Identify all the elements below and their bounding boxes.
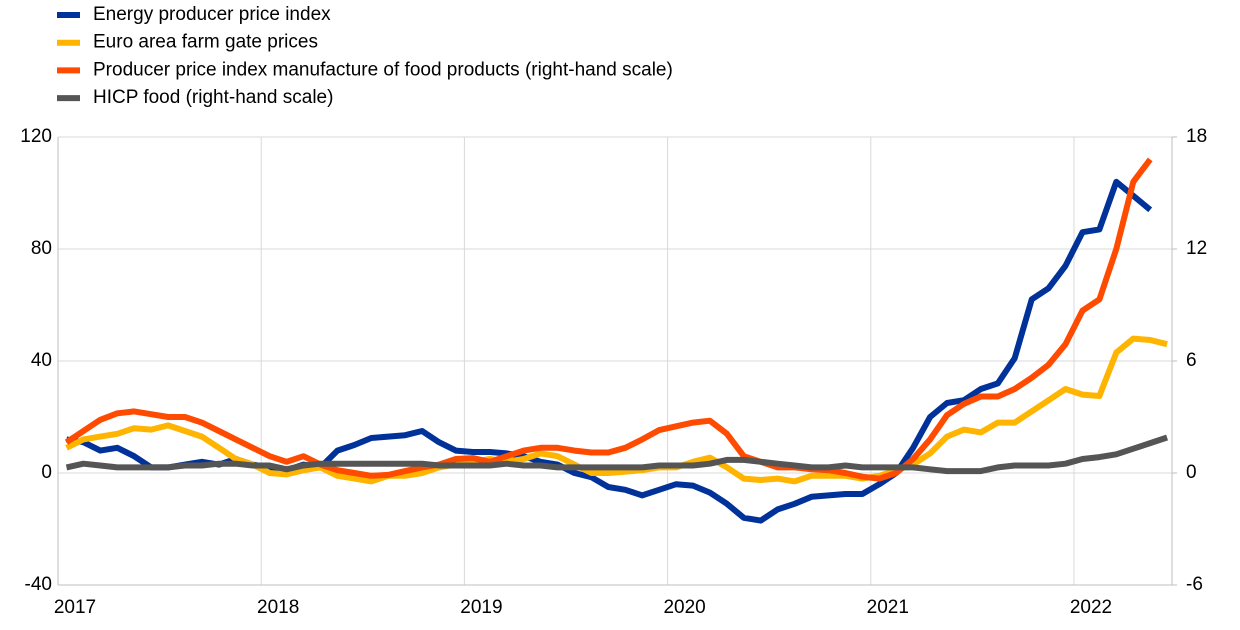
y-tick-label: 80 [31,238,52,259]
y-tick-label: 40 [31,350,52,371]
legend-label: HICP food (right-hand scale) [93,87,333,108]
legend-label: Euro area farm gate prices [93,32,318,53]
x-tick-label: 2021 [867,597,909,618]
y2-tick-label: 6 [1186,350,1197,371]
y-tick-label: 120 [20,126,52,147]
y2-tick-label: 12 [1186,238,1207,259]
x-tick-label: 2018 [257,597,299,618]
y2-tick-label: 18 [1186,126,1207,147]
x-tick-label: 2019 [460,597,502,618]
y2-tick-label: -6 [1186,574,1203,595]
x-tick-label: 2022 [1070,597,1112,618]
x-tick-label: 2020 [663,597,705,618]
y2-tick-label: 0 [1186,462,1197,483]
series-line [64,157,1153,482]
legend-label: Energy producer price index [93,4,331,25]
y-tick-label: 0 [41,462,52,483]
x-tick-label: 2017 [54,597,96,618]
legend-label: Producer price index manufacture of food… [93,59,673,80]
series-line [65,434,1169,475]
y-tick-label: -40 [25,574,52,595]
